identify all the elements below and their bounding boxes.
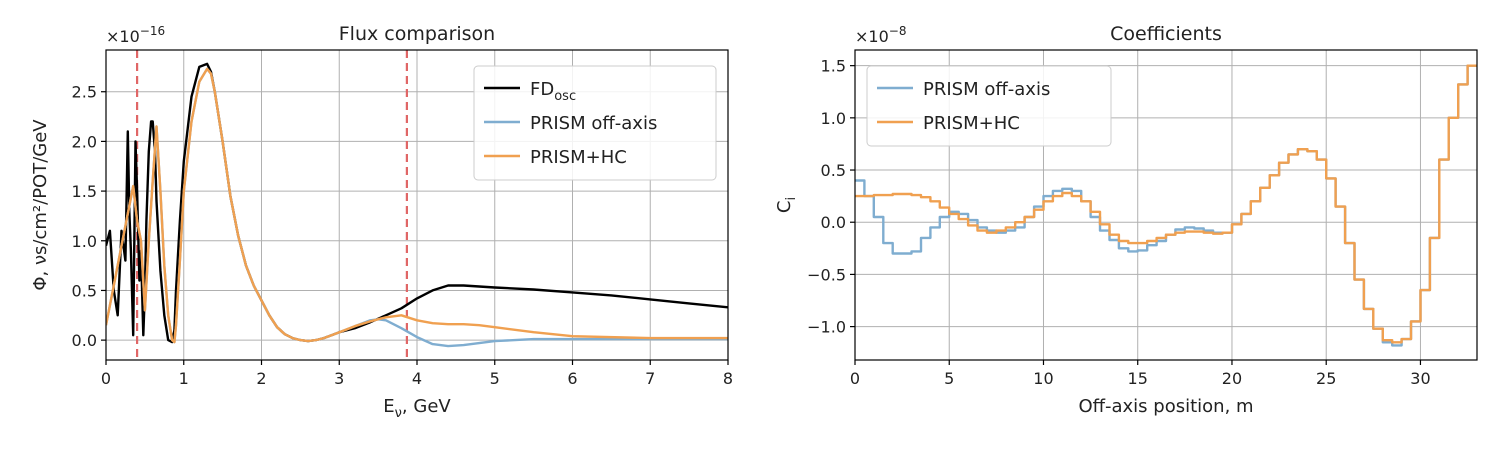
y-tick-label: 1.0	[72, 232, 97, 251]
x-tick-label: 0	[101, 369, 111, 388]
y-tick-label: −0.5	[807, 265, 846, 284]
y-axis-label: Ci	[774, 197, 799, 213]
y-tick-label: 1.5	[72, 182, 97, 201]
legend-label-text: PRISM off-axis	[923, 79, 1050, 100]
series-line-prism-hc	[855, 64, 1477, 344]
legend-label-text: PRISM+HC	[530, 147, 627, 168]
x-tick-label: 20	[1222, 369, 1242, 388]
legend: PRISM off-axis PRISM+HC	[866, 65, 1112, 147]
y-tick-label: −1.0	[807, 318, 846, 337]
legend-label-text: FD	[530, 79, 554, 100]
chart-title: Coefficients	[1110, 23, 1222, 45]
series-group	[855, 64, 1477, 347]
y-tick-label: 0.5	[72, 281, 97, 300]
y-tick-label: 1.5	[821, 57, 846, 76]
legend-label-subscript: osc	[554, 89, 576, 104]
x-tick-label: 7	[645, 369, 655, 388]
y-tick-label: 2.5	[72, 83, 97, 102]
x-tick-label: 10	[1033, 369, 1053, 388]
legend-label: PRISM off-axis	[923, 79, 1050, 100]
x-tick-label: 0	[850, 369, 860, 388]
legend-label: PRISM+HC	[530, 147, 627, 168]
y-tick-label: 0.5	[821, 161, 846, 180]
x-axis-label-text: Off-axis position, m	[1078, 396, 1253, 417]
legend-label: FDosc	[530, 79, 576, 104]
series-group	[106, 62, 728, 348]
multiplier-exponent: −8	[889, 24, 907, 38]
y-axis-label: Φ, νs/cm²/POT/GeV	[30, 119, 51, 291]
multiplier-base: ×10	[106, 27, 140, 46]
x-tick-label: 2	[256, 369, 266, 388]
chart-panel-0: 0 1 2 3 4 5 6 7 8 0.0 0.5 1.0 1.5 2.0 2.5 Flux comparis…	[30, 23, 733, 421]
y-axis-label-text: Φ, νs/cm²/POT/GeV	[30, 119, 51, 291]
axis-multiplier: ×10−8	[855, 24, 906, 46]
plot-frame	[105, 49, 729, 361]
y-tick-label: 1.0	[821, 109, 846, 128]
x-tick-label: 5	[944, 369, 954, 388]
legend: FDosc PRISM off-axis PRISM+HC	[473, 65, 717, 181]
axis-multiplier: ×10−16	[106, 24, 165, 46]
x-axis-label-text: E	[383, 396, 394, 417]
multiplier-exponent: −16	[140, 24, 165, 38]
y-tick-label: 0.0	[72, 331, 97, 350]
legend-label-text: PRISM+HC	[923, 113, 1020, 134]
legend-box	[866, 65, 1112, 147]
chart-panel-1: 0 5 10 15 20 25 30 −1.0 −0.5 0.0 0.5 1.0 1.5 Coeffici…	[774, 23, 1478, 417]
y-axis-label-subscript: i	[784, 197, 799, 201]
x-tick-label: 30	[1410, 369, 1430, 388]
x-axis-label-subscript: ν	[395, 406, 402, 421]
legend-label-text: PRISM off-axis	[530, 113, 657, 134]
plot-frame	[854, 49, 1478, 361]
y-axis-label-text: C	[774, 201, 795, 214]
x-tick-label: 8	[723, 369, 733, 388]
y-tick-label: 2.0	[72, 132, 97, 151]
x-axis-label: Eν, GeV	[383, 396, 451, 421]
x-tick-label: 25	[1316, 369, 1336, 388]
multiplier-base: ×10	[855, 27, 889, 46]
x-tick-label: 4	[412, 369, 422, 388]
series-line-prism-hc	[106, 67, 728, 344]
x-axis-label-suffix: , GeV	[402, 396, 451, 417]
x-axis-label: Off-axis position, m	[1078, 396, 1253, 417]
x-tick-label: 3	[334, 369, 344, 388]
x-tick-label: 15	[1128, 369, 1148, 388]
x-tick-label: 1	[179, 369, 189, 388]
legend-box	[473, 65, 717, 181]
x-tick-label: 6	[567, 369, 577, 388]
x-tick-label: 5	[490, 369, 500, 388]
y-tick-label: 0.0	[821, 213, 846, 232]
legend-label: PRISM+HC	[923, 113, 1020, 134]
chart-title: Flux comparison	[339, 23, 495, 45]
legend-label: PRISM off-axis	[530, 113, 657, 134]
